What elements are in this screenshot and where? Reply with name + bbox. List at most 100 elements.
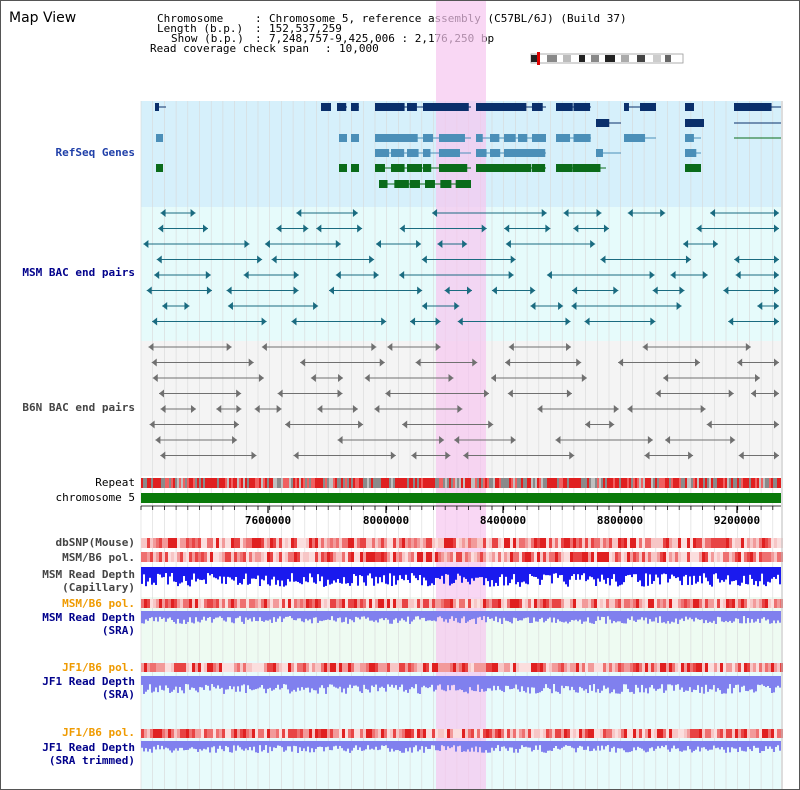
msm-capillary-depth-bar [149, 567, 151, 578]
jf1-sra-depth-bar [775, 676, 777, 688]
msm-sra-depth-bar [503, 611, 505, 618]
jf1-b6-pol-2-strip-cell [609, 729, 612, 738]
msm-b6-pol-2-strip-cell [192, 599, 195, 608]
msm-sra-depth-bar [757, 611, 759, 619]
jf1-sra-depth-bar [249, 676, 251, 690]
msm-b6-pol-strip-cell [291, 552, 294, 562]
msm-b6-pol-strip-cell [243, 552, 246, 562]
jf1-trimmed-depth-bar [625, 741, 627, 753]
repeat-block [543, 478, 545, 488]
dbsnp-strip-cell [564, 538, 567, 548]
msm-bac-pair-end-marker [160, 209, 166, 217]
msm-bac-pair-end-marker [261, 317, 267, 326]
msm-b6-pol-2-strip-cell [657, 599, 660, 608]
msm-b6-pol-2-strip-cell [660, 599, 663, 608]
msm-b6-pol-2-strip-cell [363, 599, 366, 608]
jf1-sra-depth-bar [593, 676, 595, 685]
msm-capillary-depth-bar [443, 567, 445, 584]
jf1-b6-pol-strip-cell [312, 663, 315, 672]
jf1-sra-depth-bar [223, 676, 225, 694]
msm-b6-pol-strip-cell [204, 552, 207, 562]
repeat-block [643, 478, 645, 488]
repeat-block [775, 478, 777, 488]
msm-capillary-depth-bar [583, 567, 585, 574]
jf1-sra-depth-bar [141, 676, 143, 685]
msm-sra-depth-bar [429, 611, 431, 621]
msm-b6-pol-strip-cell [738, 552, 741, 562]
msm-capillary-depth-bar [465, 567, 467, 579]
b6n-bac-pair-end-marker [665, 436, 671, 444]
msm-b6-pol-strip-cell [309, 552, 312, 562]
msm-capillary-depth-bar [499, 567, 501, 577]
jf1-trimmed-depth-bar [421, 741, 423, 747]
jf1-trimmed-depth-bar [297, 741, 299, 753]
msm-capillary-depth-bar [613, 567, 615, 575]
repeat-block [519, 478, 521, 488]
jf1-b6-pol-2-strip-cell [693, 729, 696, 738]
msm-b6-pol-strip-cell [576, 552, 579, 562]
repeat-block [457, 478, 459, 488]
repeat-block [495, 478, 497, 488]
repeat-block [717, 478, 719, 488]
jf1-trimmed-depth-bar [485, 741, 487, 751]
jf1-b6-pol-2-strip-cell [429, 729, 432, 738]
repeat-block [625, 478, 627, 488]
msm-bac-pair-end-marker [313, 302, 319, 310]
gene-exon [423, 149, 431, 157]
msm-b6-pol-2-strip-cell [615, 599, 618, 608]
jf1-trimmed-depth-bar [565, 741, 567, 746]
jf1-b6-pol-2-strip-cell [750, 729, 753, 738]
repeat-block [363, 478, 365, 488]
jf1-sra-depth-bar [629, 676, 631, 693]
jf1-b6-pol-2-strip-cell [240, 729, 243, 738]
msm-sra-depth-bar [351, 611, 353, 621]
msm-capillary-depth-bar [403, 567, 405, 581]
jf1-trimmed-depth-bar [419, 741, 421, 750]
msm-b6-pol-strip-cell [141, 552, 144, 562]
msm-bac-pair-end-marker [774, 271, 779, 279]
msm-sra-depth-bar [665, 611, 667, 624]
jf1-sra-depth-bar [541, 676, 543, 691]
jf1-b6-pol-2-strip-cell [675, 729, 678, 738]
msm-bac-pair-end-marker [184, 302, 190, 310]
msm-b6-pol-strip-cell [240, 552, 243, 562]
msm-b6-pol-strip-cell [156, 552, 159, 562]
msm-capillary-depth-bar [575, 567, 577, 580]
jf1-trimmed-depth-bar [407, 741, 409, 752]
msm-bac-pair-end-marker [264, 240, 270, 248]
msm-sra-depth-bar [363, 611, 365, 617]
msm-b6-pol-2-strip-cell [237, 599, 240, 608]
repeat-block [223, 478, 225, 488]
msm-sra-depth-bar [275, 611, 277, 622]
jf1-b6-pol-2-strip-cell [405, 729, 408, 738]
repeat-block [429, 478, 431, 488]
dbsnp-strip-cell [186, 538, 189, 548]
msm-b6-pol-2-strip-cell [288, 599, 291, 608]
msm-sra-depth-bar [495, 611, 497, 617]
dbsnp-strip-cell [270, 538, 273, 548]
jf1-b6-pol-strip-cell [651, 663, 654, 672]
msm-sra-depth-bar [759, 611, 761, 623]
dbsnp-strip-cell [333, 538, 336, 548]
jf1-sra-depth-bar [517, 676, 519, 690]
gene-exon [423, 103, 441, 111]
msm-sra-depth-bar [465, 611, 467, 623]
repeat-block [355, 478, 357, 488]
repeat-block [237, 478, 239, 488]
b6n-bac-pair-end-marker [285, 420, 291, 429]
dbsnp-strip-cell [261, 538, 264, 548]
repeat-block [549, 478, 551, 488]
msm-sra-depth-bar [279, 611, 281, 617]
msm-sra-depth-bar [439, 611, 441, 617]
jf1-b6-pol-strip-cell [267, 663, 270, 672]
msm-capillary-depth-bar [581, 567, 583, 576]
msm-sra-depth-bar [257, 611, 259, 622]
jf1-trimmed-depth-bar [275, 741, 277, 749]
msm-sra-depth-bar [451, 611, 453, 617]
msm-b6-pol-2-strip-cell [519, 599, 522, 608]
jf1-trimmed-depth-bar [629, 741, 631, 752]
dbsnp-strip-cell [624, 538, 627, 548]
dbsnp-strip-cell [141, 538, 144, 548]
msm-capillary-depth-bar [485, 567, 487, 579]
